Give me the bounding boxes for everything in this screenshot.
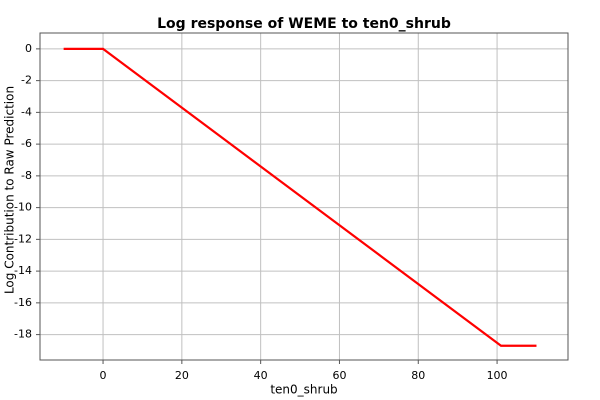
plot-frame <box>39 32 569 361</box>
x-axis-label: ten0_shrub <box>270 383 337 397</box>
x-tick-label: 60 <box>332 369 346 382</box>
y-axis-label: Log Contribution to Raw Prediction <box>3 86 17 294</box>
x-tick-label: 0 <box>100 369 107 382</box>
y-tick-label: 0 <box>25 42 32 55</box>
x-tick-label: 20 <box>175 369 189 382</box>
grid <box>40 33 568 360</box>
chart-title: Log response of WEME to ten0_shrub <box>157 16 451 32</box>
y-tick-label: -2 <box>21 74 32 87</box>
x-tick-label: 100 <box>487 369 508 382</box>
y-tick-label: -4 <box>21 105 32 118</box>
data-line <box>63 47 537 347</box>
y-tick-label: -18 <box>14 328 32 341</box>
y-tick-label: -10 <box>14 201 32 214</box>
y-tick-label: -6 <box>21 137 32 150</box>
y-tick-label: -14 <box>14 264 32 277</box>
y-tick-label: -12 <box>14 232 32 245</box>
y-tick-label: -16 <box>14 296 32 309</box>
y-tick-label: -8 <box>21 169 32 182</box>
x-tick-label: 40 <box>254 369 268 382</box>
x-tick-label: 80 <box>411 369 425 382</box>
